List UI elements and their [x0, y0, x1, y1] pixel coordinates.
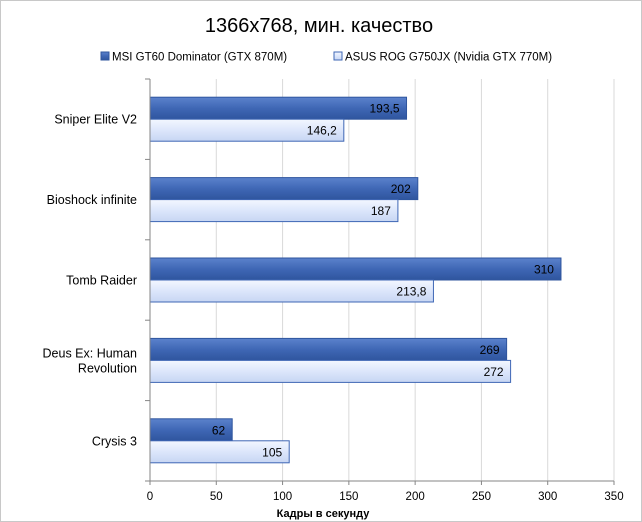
legend-label: MSI GT60 Dominator (GTX 870M)	[112, 52, 287, 64]
data-label: 202	[391, 182, 411, 196]
category-label: Tomb Raider	[66, 274, 137, 288]
data-label: 105	[262, 445, 282, 459]
legend-swatch-asus	[333, 51, 343, 61]
bar-msi	[149, 96, 408, 120]
x-axis-label: Кадры в секунду	[277, 508, 371, 520]
x-tick-label: 100	[273, 491, 292, 503]
data-label: 213,8	[396, 285, 426, 299]
legend-label: ASUS ROG G750JX (Nvidia GTX 770M)	[345, 52, 552, 64]
data-label: 187	[371, 204, 391, 218]
bar-msi	[149, 337, 508, 361]
x-tick-label: 200	[406, 491, 425, 503]
bar-asus	[149, 199, 399, 223]
category-label: Deus Ex: Human	[43, 346, 138, 360]
x-tick-label: 300	[538, 491, 557, 503]
legend-swatch-msi	[100, 51, 110, 61]
chart-legend: MSI GT60 Dominator (GTX 870M) ASUS ROG G7…	[100, 51, 552, 64]
x-tick-label: 0	[147, 491, 153, 503]
data-label: 62	[212, 423, 226, 437]
chart-title: 1366x768, мин. качество	[205, 15, 433, 37]
data-label: 310	[534, 263, 554, 277]
category-label: Sniper Elite V2	[54, 113, 137, 127]
bar-msi	[149, 177, 419, 201]
bar-asus	[149, 279, 434, 303]
x-tick-label: 250	[472, 491, 491, 503]
x-tick-label: 350	[604, 491, 623, 503]
bar-msi	[149, 257, 562, 281]
bar-asus	[149, 359, 512, 383]
x-tick-label: 50	[210, 491, 223, 503]
data-label: 272	[484, 365, 504, 379]
data-label: 146,2	[307, 124, 337, 138]
category-label: Bioshock infinite	[47, 193, 137, 207]
axes: 0 50 100 150 200 250 300 350 Sniper Elite V2 Bios…	[43, 78, 624, 503]
category-label: Revolution	[78, 361, 137, 375]
x-tick-label: 150	[339, 491, 358, 503]
data-label: 269	[480, 343, 500, 357]
data-label: 193,5	[369, 102, 399, 116]
category-label: Crysis 3	[92, 434, 137, 448]
